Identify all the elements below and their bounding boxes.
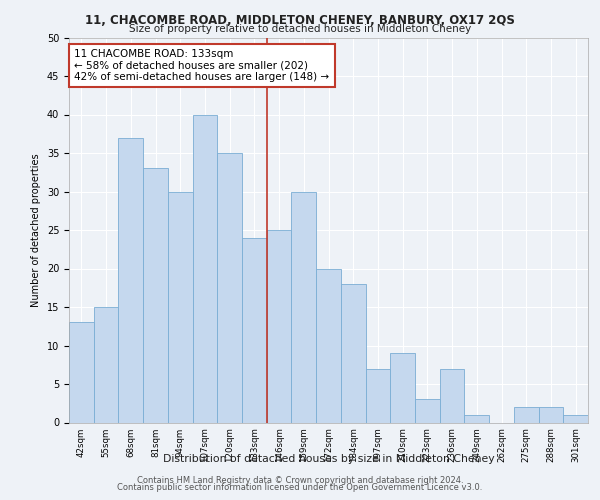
Bar: [193, 114, 217, 422]
Text: Contains public sector information licensed under the Open Government Licence v3: Contains public sector information licen…: [118, 483, 482, 492]
Bar: [168, 192, 193, 422]
Bar: [415, 400, 440, 422]
Text: Distribution of detached houses by size in Middleton Cheney: Distribution of detached houses by size …: [163, 454, 494, 464]
Bar: [118, 138, 143, 422]
Bar: [292, 192, 316, 422]
Bar: [390, 353, 415, 422]
Bar: [217, 153, 242, 422]
Text: 11 CHACOMBE ROAD: 133sqm
← 58% of detached houses are smaller (202)
42% of semi-: 11 CHACOMBE ROAD: 133sqm ← 58% of detach…: [74, 49, 329, 82]
Bar: [341, 284, 365, 422]
Bar: [267, 230, 292, 422]
Bar: [514, 407, 539, 422]
Bar: [563, 415, 588, 422]
Bar: [365, 368, 390, 422]
Bar: [539, 407, 563, 422]
Bar: [242, 238, 267, 422]
Y-axis label: Number of detached properties: Number of detached properties: [31, 153, 41, 307]
Text: Contains HM Land Registry data © Crown copyright and database right 2024.: Contains HM Land Registry data © Crown c…: [137, 476, 463, 485]
Text: Size of property relative to detached houses in Middleton Cheney: Size of property relative to detached ho…: [129, 24, 471, 34]
Bar: [464, 415, 489, 422]
Text: 11, CHACOMBE ROAD, MIDDLETON CHENEY, BANBURY, OX17 2QS: 11, CHACOMBE ROAD, MIDDLETON CHENEY, BAN…: [85, 14, 515, 27]
Bar: [94, 307, 118, 422]
Bar: [316, 268, 341, 422]
Bar: [143, 168, 168, 422]
Bar: [440, 368, 464, 422]
Bar: [69, 322, 94, 422]
